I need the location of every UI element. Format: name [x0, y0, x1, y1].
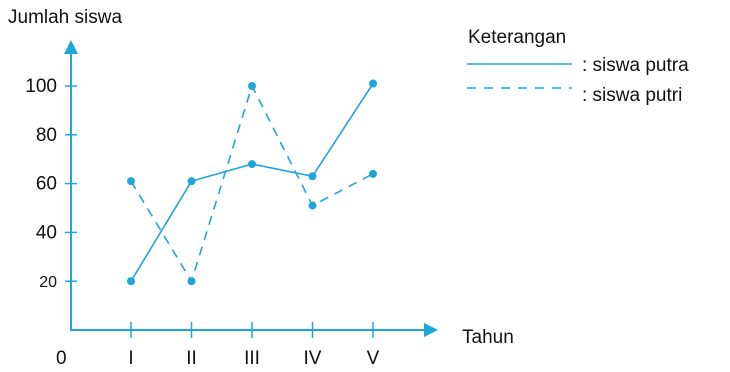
data-point-putra	[369, 79, 377, 88]
series-line-putri	[130, 83, 374, 284]
x-tick-label: V	[367, 348, 380, 369]
y-tick-label: 40	[36, 222, 57, 243]
y-axis-title: Jumlah siswa	[8, 7, 122, 28]
x-tick-label: III	[244, 348, 260, 369]
y-tick-label: 100	[25, 76, 57, 97]
legend-title: Keterangan	[468, 27, 566, 48]
data-point-putri	[248, 82, 256, 90]
y-tick-label: 60	[36, 174, 57, 195]
origin-label: 0	[56, 348, 67, 369]
legend-label-putri: : siswa putri	[582, 85, 682, 106]
data-point-putri	[127, 177, 135, 186]
legend-label-putra: : siswa putra	[582, 55, 689, 76]
data-point-putri	[308, 201, 317, 210]
series-line-putra	[130, 83, 374, 282]
y-tick-label: 20	[39, 274, 57, 291]
x-axis-arrow	[424, 323, 438, 337]
x-tick-label: I	[128, 348, 133, 369]
data-point-putri	[369, 169, 377, 178]
data-point-putra	[187, 177, 196, 186]
data-point-putra	[127, 277, 135, 286]
data-point-putra	[248, 160, 256, 169]
x-tick-label: II	[186, 348, 197, 369]
x-axis-title: Tahun	[462, 327, 514, 348]
data-point-putra	[308, 172, 317, 181]
x-tick-label: IV	[304, 348, 322, 369]
y-axis-arrow	[64, 40, 78, 54]
y-tick-label: 80	[36, 125, 57, 146]
data-point-putri	[187, 277, 196, 286]
